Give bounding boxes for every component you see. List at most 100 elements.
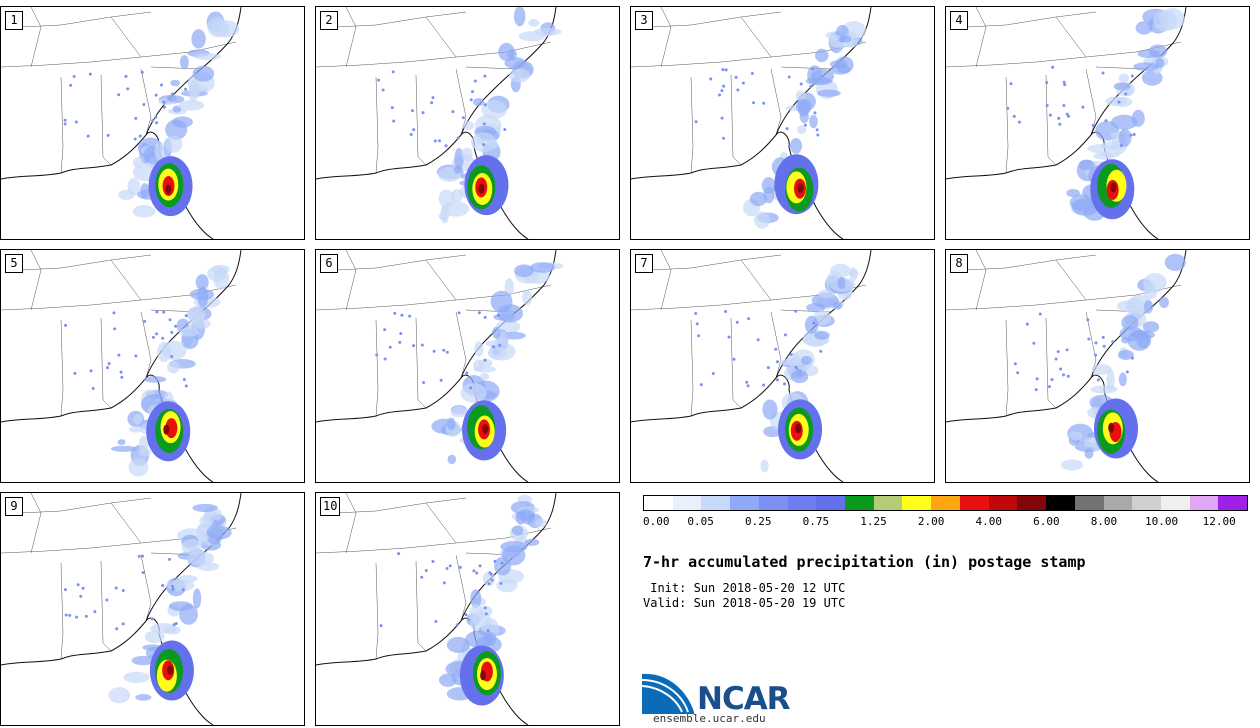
precip-area [1112,96,1133,107]
state-boundary [30,250,42,311]
precip-cell [469,98,473,102]
precip-area [1143,288,1157,299]
state-boundary [650,254,782,271]
colorbar-tick-label: 0.00 [643,515,670,528]
colorbar-tick-label: 2.00 [917,515,945,528]
precip-cell [63,118,67,122]
colorbar-swatch [1046,496,1075,510]
precip-cell [1062,80,1066,84]
state-boundary [335,497,467,514]
precip-cell [503,128,507,132]
precip-area [481,100,508,119]
colorbar-swatch [1218,496,1248,510]
precip-cell [81,586,85,590]
heavy-precip-core [167,665,174,676]
precip-area [165,135,183,153]
precip-area [1153,10,1178,32]
precip-cell [400,313,404,317]
precip-area [118,189,135,201]
ncar-logo-icon [642,673,694,714]
state-boundary [60,562,64,660]
precip-cell [1012,114,1016,118]
precip-cell [1032,341,1036,345]
precip-cell [444,144,448,148]
precip-area [760,459,769,473]
precip-cell [787,144,791,148]
precip-cell [1102,344,1106,348]
precip-cell [1059,367,1063,371]
precip-cell [1130,356,1134,360]
precip-cell [457,311,461,315]
state-boundary [770,68,782,136]
precip-area [172,105,182,113]
precip-cell [170,354,174,358]
precip-cell [816,133,820,137]
precip-cell [438,139,442,143]
state-boundary [375,562,379,660]
precip-area [522,290,533,306]
precip-cell [489,572,493,576]
precip-cell [496,313,500,317]
precip-area [1106,369,1115,392]
precip-cell [1038,312,1042,316]
heavy-precip-core [478,183,485,194]
colorbar-swatch [1017,496,1047,510]
precip-cell [486,629,490,633]
precip-cell [483,358,487,362]
precip-area [446,417,456,431]
state-boundary [1045,74,1057,166]
state-boundary [375,76,379,174]
precip-area [478,358,493,368]
state-boundary [110,259,142,301]
precip-cell [766,366,770,370]
state-boundary [740,259,772,301]
precip-area [179,327,199,337]
member-label: 10 [320,497,341,516]
precip-cell [140,70,144,74]
precip-cell [390,106,394,110]
precip-area [461,147,473,162]
precip-area [1069,431,1083,441]
precip-area [206,525,232,540]
precip-cell [1054,357,1058,361]
precip-cell [161,584,165,588]
precip-area [817,89,841,97]
precip-cell [155,332,159,336]
precip-cell [747,317,751,321]
logo-url: ensemble.ucar.edu [653,712,766,725]
precip-area [171,116,193,128]
precip-cell [159,83,163,87]
heavy-precip-core [482,424,489,435]
precip-area [1148,44,1168,58]
precip-cell [721,68,725,72]
precip-cell [76,583,80,587]
coastline [316,7,557,239]
precip-area [1131,330,1156,340]
colorbar-swatch [644,496,673,510]
precip-cell [168,557,172,561]
precip-cell [150,617,154,621]
precip-cell [106,133,110,137]
state-boundary [100,74,112,166]
precip-cell [1025,322,1029,326]
member-label: 2 [320,11,338,30]
state-boundary [335,254,467,271]
precip-cell [430,101,434,105]
precip-cell [432,349,436,353]
precip-cell [785,127,789,131]
precip-area [110,445,137,452]
precip-area [179,55,189,70]
precip-cell [473,79,477,83]
precip-area [192,588,202,609]
ensemble-member-panel: 4 [945,6,1250,240]
precip-area [193,52,221,61]
ensemble-member-panel: 5 [0,249,305,483]
precip-cell [155,310,159,314]
precip-cell [1119,144,1123,148]
precip-cell [1129,133,1133,137]
colorbar-tick-label: 0.05 [687,515,714,528]
precip-map [631,250,872,482]
state-boundary [316,284,552,311]
precip-cell [1062,373,1066,377]
precip-area [529,262,555,273]
